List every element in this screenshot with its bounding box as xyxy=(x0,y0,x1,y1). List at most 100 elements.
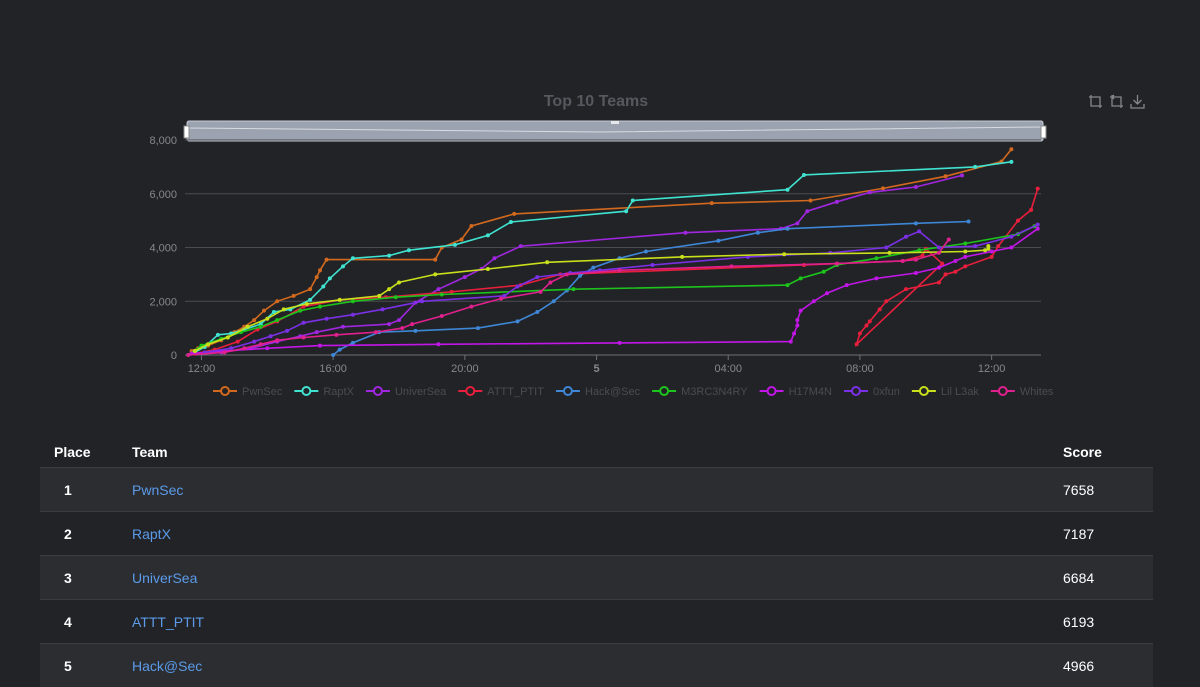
data-point[interactable] xyxy=(1016,219,1020,223)
data-point[interactable] xyxy=(381,307,385,311)
zoom-icon[interactable] xyxy=(1088,94,1103,109)
data-point[interactable] xyxy=(785,283,789,287)
data-point[interactable] xyxy=(812,299,816,303)
data-point[interactable] xyxy=(1009,246,1013,250)
data-point[interactable] xyxy=(325,317,329,321)
data-point[interactable] xyxy=(868,190,872,194)
data-point[interactable] xyxy=(298,309,302,313)
data-point[interactable] xyxy=(285,329,289,333)
data-point[interactable] xyxy=(937,246,941,250)
data-point[interactable] xyxy=(302,336,306,340)
data-point[interactable] xyxy=(901,259,905,263)
data-point[interactable] xyxy=(1029,208,1033,212)
data-point[interactable] xyxy=(963,241,967,245)
data-point[interactable] xyxy=(292,294,296,298)
data-point[interactable] xyxy=(229,346,233,350)
data-point[interactable] xyxy=(914,271,918,275)
data-point[interactable] xyxy=(947,237,951,241)
data-point[interactable] xyxy=(884,246,888,250)
zoom-slider[interactable] xyxy=(184,121,1046,141)
data-point[interactable] xyxy=(328,276,332,280)
team-link[interactable]: Hack@Sec xyxy=(132,658,202,674)
data-point[interactable] xyxy=(878,307,882,311)
team-link[interactable]: ATTT_PTIT xyxy=(132,614,204,630)
data-point[interactable] xyxy=(453,243,457,247)
data-point[interactable] xyxy=(433,258,437,262)
data-point[interactable] xyxy=(410,322,414,326)
data-point[interactable] xyxy=(785,188,789,192)
data-point[interactable] xyxy=(1036,223,1040,227)
data-point[interactable] xyxy=(469,305,473,309)
data-point[interactable] xyxy=(937,251,941,255)
data-point[interactable] xyxy=(1009,235,1013,239)
data-point[interactable] xyxy=(552,299,556,303)
data-point[interactable] xyxy=(226,336,230,340)
data-point[interactable] xyxy=(463,275,467,279)
data-point[interactable] xyxy=(1009,147,1013,151)
data-point[interactable] xyxy=(651,263,655,267)
data-point[interactable] xyxy=(499,297,503,301)
data-point[interactable] xyxy=(394,295,398,299)
data-point[interactable] xyxy=(545,260,549,264)
data-point[interactable] xyxy=(904,287,908,291)
data-point[interactable] xyxy=(216,333,220,337)
data-point[interactable] xyxy=(252,340,256,344)
data-point[interactable] xyxy=(252,318,256,322)
data-point[interactable] xyxy=(990,250,994,254)
data-point[interactable] xyxy=(874,276,878,280)
data-point[interactable] xyxy=(262,309,266,313)
legend-item[interactable]: ATTT_PTIT xyxy=(458,386,544,398)
data-point[interactable] xyxy=(535,275,539,279)
data-point[interactable] xyxy=(881,186,885,190)
legend-item[interactable]: 0xfun xyxy=(844,386,900,398)
data-point[interactable] xyxy=(822,270,826,274)
data-point[interactable] xyxy=(618,341,622,345)
data-point[interactable] xyxy=(469,224,473,228)
data-point[interactable] xyxy=(944,272,948,276)
legend-item[interactable]: M3RC3N4RY xyxy=(652,386,748,398)
data-point[interactable] xyxy=(437,342,441,346)
data-point[interactable] xyxy=(789,340,793,344)
data-point[interactable] xyxy=(571,287,575,291)
data-point[interactable] xyxy=(795,318,799,322)
data-point[interactable] xyxy=(855,342,859,346)
data-point[interactable] xyxy=(437,287,441,291)
data-point[interactable] xyxy=(539,290,543,294)
data-point[interactable] xyxy=(338,348,342,352)
data-point[interactable] xyxy=(282,307,286,311)
data-point[interactable] xyxy=(967,220,971,224)
data-point[interactable] xyxy=(206,342,210,346)
data-point[interactable] xyxy=(785,227,789,231)
data-point[interactable] xyxy=(397,318,401,322)
data-point[interactable] xyxy=(953,259,957,263)
data-point[interactable] xyxy=(325,258,329,262)
data-point[interactable] xyxy=(944,174,948,178)
data-point[interactable] xyxy=(223,350,227,354)
data-point[interactable] xyxy=(318,305,322,309)
data-point[interactable] xyxy=(805,209,809,213)
data-point[interactable] xyxy=(302,321,306,325)
data-point[interactable] xyxy=(802,173,806,177)
data-point[interactable] xyxy=(730,264,734,268)
data-point[interactable] xyxy=(799,276,803,280)
data-point[interactable] xyxy=(835,200,839,204)
legend-item[interactable]: PwnSec xyxy=(213,386,283,398)
data-point[interactable] xyxy=(644,250,648,254)
data-point[interactable] xyxy=(548,280,552,284)
data-point[interactable] xyxy=(305,302,309,306)
data-point[interactable] xyxy=(433,272,437,276)
data-point[interactable] xyxy=(331,353,335,357)
data-point[interactable] xyxy=(186,353,190,357)
data-point[interactable] xyxy=(236,340,240,344)
data-point[interactable] xyxy=(1036,187,1040,191)
data-point[interactable] xyxy=(450,290,454,294)
data-point[interactable] xyxy=(387,254,391,258)
data-point[interactable] xyxy=(937,280,941,284)
data-point[interactable] xyxy=(710,201,714,205)
data-point[interactable] xyxy=(1036,227,1040,231)
data-point[interactable] xyxy=(716,239,720,243)
data-point[interactable] xyxy=(519,244,523,248)
data-point[interactable] xyxy=(407,248,411,252)
data-point[interactable] xyxy=(809,198,813,202)
data-point[interactable] xyxy=(334,333,338,337)
